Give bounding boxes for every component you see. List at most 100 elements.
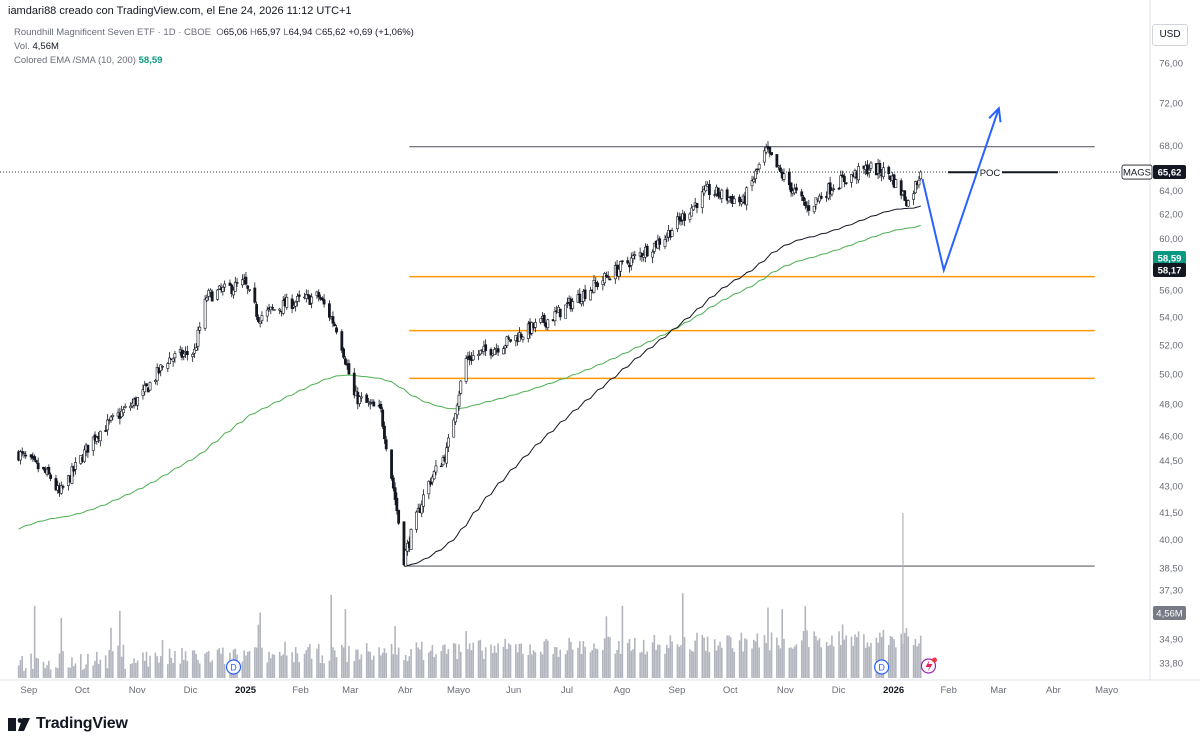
- volume-bar: [777, 645, 780, 678]
- candle: [322, 294, 326, 308]
- candle-body: [278, 308, 282, 311]
- sma-line: [405, 205, 921, 567]
- candle-body: [850, 174, 853, 183]
- volume-bar: [358, 659, 361, 678]
- candle-body: [814, 197, 818, 205]
- volume-bar: [417, 647, 419, 678]
- candle: [564, 304, 567, 319]
- candle: [828, 176, 832, 200]
- volume-bar: [577, 647, 579, 678]
- legend-high-label: H: [250, 27, 257, 38]
- volume-bar: [442, 645, 444, 678]
- volume-bar: [634, 637, 636, 678]
- candle: [913, 180, 917, 195]
- volume-bar: [111, 651, 114, 678]
- candle-body: [812, 205, 816, 213]
- candle: [333, 321, 337, 327]
- volume-bar: [385, 653, 388, 678]
- time-axis[interactable]: Sep Oct Nov Dic 2025 Feb Mar Abr Mayo Jun Jul Ago Se…: [0, 679, 1200, 696]
- volume-bar: [532, 650, 535, 678]
- legend-indicator-label[interactable]: Colored EMA /SMA (10, 200): [14, 55, 136, 66]
- volume-bar: [813, 631, 815, 678]
- volume-bar: [594, 648, 597, 678]
- candle: [109, 415, 113, 423]
- volume-bar: [864, 647, 867, 678]
- price-tag-label: 58,59: [1158, 254, 1182, 265]
- candle: [777, 164, 781, 171]
- currency-button[interactable]: USD: [1152, 24, 1188, 46]
- candle: [446, 434, 450, 453]
- volume-bar: [490, 644, 492, 678]
- volume-bar: [642, 639, 645, 678]
- candle-body: [596, 282, 599, 288]
- volume-bar: [420, 641, 423, 678]
- candle-body: [789, 182, 793, 193]
- candle: [111, 413, 115, 421]
- volume-bar: [509, 644, 512, 678]
- chart-legend: Roundhill Magnificent Seven ETF · 1D · C…: [14, 26, 414, 68]
- legend-indicator-value: 58,59: [138, 55, 163, 66]
- candle-body: [539, 318, 543, 323]
- candle-body: [194, 347, 198, 351]
- price-axis[interactable]: 76,0072,0068,0064,0062,0060,0058,0056,00…: [1149, 0, 1183, 680]
- candle: [867, 164, 871, 178]
- legend-open-label: O: [216, 27, 224, 38]
- candle: [256, 314, 260, 323]
- candle-body: [887, 166, 891, 174]
- candle-body: [253, 287, 257, 303]
- candle-body: [912, 193, 916, 200]
- candle: [471, 350, 475, 361]
- candle: [439, 462, 443, 468]
- volume-bar: [332, 647, 334, 678]
- volume-bar: [578, 641, 581, 678]
- legend-indicator-row[interactable]: Colored EMA /SMA (10, 200) 58,59: [14, 54, 414, 68]
- volume-bar: [428, 652, 430, 678]
- volume-bar: [781, 609, 784, 678]
- volume-bar: [170, 657, 173, 678]
- candle: [620, 260, 624, 265]
- volume-bar: [758, 647, 760, 678]
- candle-body: [571, 301, 575, 309]
- candle: [294, 300, 298, 312]
- candle-body: [217, 285, 221, 290]
- price-tag-box: [1153, 263, 1186, 277]
- volume-bar: [756, 633, 759, 678]
- candle-body: [248, 289, 251, 291]
- candle: [335, 324, 338, 335]
- candle-body: [331, 316, 335, 324]
- candle: [688, 212, 692, 223]
- candle: [296, 293, 299, 307]
- volume-bar: [808, 647, 810, 678]
- candle: [409, 528, 413, 550]
- candle: [248, 289, 251, 293]
- candle-body: [306, 294, 310, 296]
- candle-body: [415, 511, 418, 530]
- candle-body: [109, 416, 113, 421]
- candle-body: [207, 290, 211, 297]
- volume-bar: [131, 663, 134, 678]
- tradingview-brand[interactable]: TradingView: [36, 715, 128, 732]
- candle-body: [770, 152, 773, 156]
- price-axis-tick: 48,00: [1159, 400, 1183, 411]
- volume-bar: [568, 637, 570, 678]
- volume-bar: [342, 647, 345, 678]
- candle-body: [683, 213, 686, 221]
- legend-instrument[interactable]: Roundhill Magnificent Seven ETF · 1D · C…: [14, 27, 211, 38]
- candle-body: [605, 274, 608, 278]
- volume-bar: [397, 647, 400, 678]
- volume-bar: [348, 645, 350, 678]
- candle-body: [120, 410, 124, 418]
- candle-body: [800, 191, 804, 197]
- candle-body: [320, 297, 324, 301]
- volume-bar: [841, 624, 844, 678]
- candle-body: [281, 300, 285, 314]
- poc-label: POC: [980, 168, 1001, 179]
- candle-body: [754, 170, 757, 179]
- candle: [49, 472, 53, 482]
- candle-body: [802, 196, 805, 201]
- candle-body: [86, 444, 90, 453]
- price-tag: 65,62: [1153, 165, 1186, 180]
- volume-bar: [614, 653, 617, 678]
- candle-body: [54, 478, 58, 491]
